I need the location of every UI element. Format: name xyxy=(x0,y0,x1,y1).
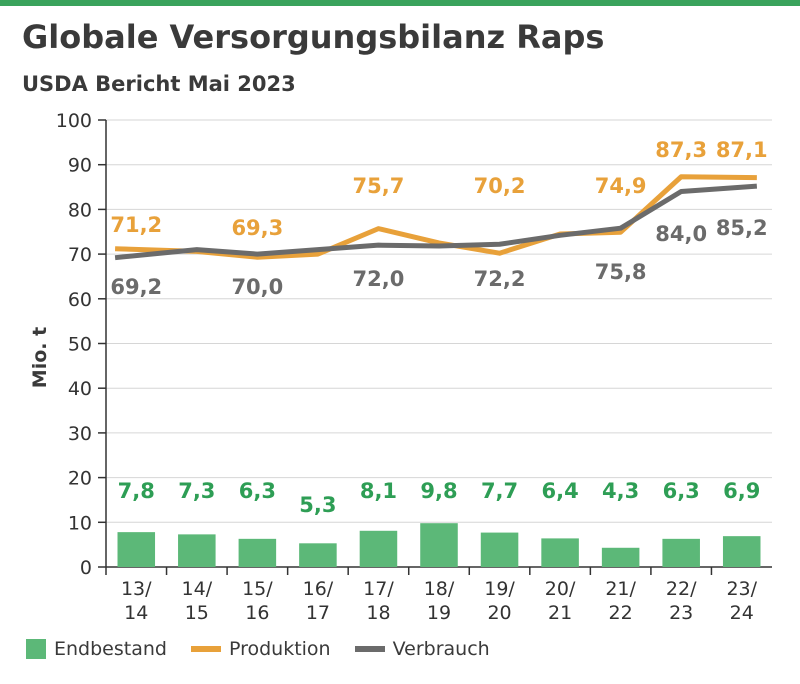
bar-endbestand xyxy=(178,534,216,567)
chart-title: Globale Versorgungsbilanz Raps xyxy=(22,18,605,56)
bar-label-endbestand: 6,9 xyxy=(723,479,760,503)
bar-label-endbestand: 6,3 xyxy=(663,479,700,503)
data-label-produktion: 75,7 xyxy=(353,174,405,198)
data-label-verbrauch: 85,2 xyxy=(716,216,768,240)
bar-endbestand xyxy=(299,543,337,567)
data-label-produktion: 70,2 xyxy=(474,174,526,198)
x-tick-label: 19/20 xyxy=(484,578,515,624)
y-axis-title: Mio. t xyxy=(29,327,51,388)
bar-label-endbestand: 7,8 xyxy=(118,479,155,503)
legend-label-endbestand: Endbestand xyxy=(54,638,167,660)
x-tick-label: 23/24 xyxy=(726,578,757,624)
data-label-produktion: 74,9 xyxy=(595,174,647,198)
bar-endbestand xyxy=(117,532,156,567)
bar-endbestand xyxy=(541,538,579,567)
bar-endbestand xyxy=(480,532,519,567)
bar-endbestand xyxy=(420,523,458,567)
bar-endbestand xyxy=(238,538,277,567)
x-tick-label: 14/15 xyxy=(182,578,213,624)
y-tick-label: 10 xyxy=(68,512,92,534)
data-label-produktion: 87,1 xyxy=(716,138,768,162)
bar-label-endbestand: 9,8 xyxy=(420,479,457,503)
bar-endbestand xyxy=(662,538,700,567)
data-label-produktion: 87,3 xyxy=(655,138,707,162)
x-tick-label: 18/19 xyxy=(424,578,455,624)
y-tick-label: 50 xyxy=(68,334,92,356)
data-label-verbrauch: 72,0 xyxy=(353,267,405,291)
bar-label-endbestand: 7,3 xyxy=(178,479,215,503)
data-label-verbrauch: 69,2 xyxy=(110,275,162,299)
bar-endbestand xyxy=(601,547,640,567)
data-label-produktion: 71,2 xyxy=(110,213,162,237)
legend-swatch-endbestand xyxy=(26,639,46,659)
legend-item-verbrauch: Verbrauch xyxy=(354,638,490,660)
x-tick-label: 22/23 xyxy=(666,578,697,624)
x-tick-label: 15/16 xyxy=(242,578,273,624)
bar-endbestand xyxy=(359,530,398,567)
bar-endbestand xyxy=(722,536,761,567)
x-tick-label: 17/18 xyxy=(363,578,394,624)
bar-label-endbestand: 6,4 xyxy=(541,479,578,503)
legend-swatch-produktion xyxy=(190,646,221,652)
y-tick-label: 90 xyxy=(68,155,92,177)
y-tick-label: 20 xyxy=(68,468,92,490)
y-tick-label: 60 xyxy=(68,289,92,311)
legend-item-endbestand: Endbestand xyxy=(26,638,167,660)
y-tick-label: 0 xyxy=(80,557,92,579)
legend-item-produktion: Produktion xyxy=(190,638,331,660)
x-tick-label: 13/14 xyxy=(121,578,152,624)
chart-subtitle: USDA Bericht Mai 2023 xyxy=(22,72,296,96)
data-label-verbrauch: 70,0 xyxy=(231,275,283,299)
bar-label-endbestand: 5,3 xyxy=(299,493,336,517)
top-accent-bar xyxy=(0,0,800,6)
y-tick-label: 40 xyxy=(68,378,92,400)
x-tick-label: 20/21 xyxy=(545,578,576,624)
bar-label-endbestand: 7,7 xyxy=(481,479,518,503)
bar-label-endbestand: 4,3 xyxy=(602,479,639,503)
bar-label-endbestand: 8,1 xyxy=(360,479,397,503)
data-label-verbrauch: 84,0 xyxy=(655,222,707,246)
y-tick-label: 30 xyxy=(68,423,92,445)
data-label-produktion: 69,3 xyxy=(231,216,283,240)
chart-canvas: 0 10 20 30 40 50 60 70 80 90 100 Mio. t 13/14 14/15 15… xyxy=(29,110,772,624)
legend-label-verbrauch: Verbrauch xyxy=(392,638,490,660)
legend-swatch-verbrauch xyxy=(354,646,385,652)
y-tick-label: 80 xyxy=(68,199,92,221)
x-tick-label: 16/17 xyxy=(303,578,334,624)
bar-label-endbestand: 6,3 xyxy=(239,479,276,503)
data-label-verbrauch: 72,2 xyxy=(474,267,526,291)
chart-legend: Endbestand Produktion Verbrauch xyxy=(26,638,514,660)
y-tick-label: 100 xyxy=(56,110,92,132)
data-label-verbrauch: 75,8 xyxy=(595,260,647,284)
y-tick-label: 70 xyxy=(68,244,92,266)
legend-label-produktion: Produktion xyxy=(228,638,331,660)
x-tick-label: 21/22 xyxy=(605,578,636,624)
